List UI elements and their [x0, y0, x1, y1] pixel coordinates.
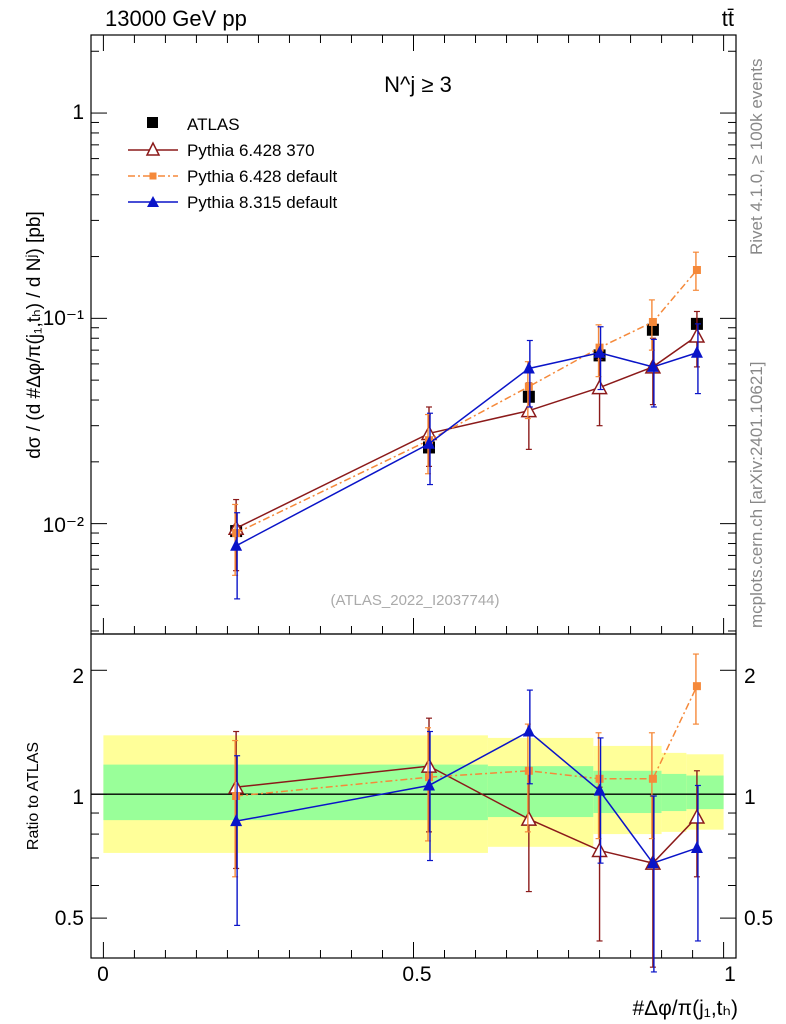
legend-label-py6-default: Pythia 6.428 default: [187, 167, 338, 186]
ratio-pythia-6-428-370-line: [236, 765, 698, 864]
xtick-label-0: 0: [97, 963, 109, 986]
main-ytick-label-1: 1: [72, 101, 84, 124]
ratio-ytick-label-1-left: 1: [72, 786, 84, 809]
main-pythia-8-315-default-point-4: [646, 359, 659, 372]
ratio-pythia-8-315-default-point-2: [522, 724, 535, 737]
header-energy-label: 13000 GeV pp: [105, 6, 247, 31]
ratio-uncertainty-bands: [103, 735, 724, 853]
ratio-ytick-label-0.5-left: 0.5: [55, 907, 84, 930]
ratio-ytick-label-0.5-right: 0.5: [744, 907, 773, 930]
ratio-band-inner-4: [686, 775, 724, 810]
main-pythia-6-428-default-point-0: [232, 529, 241, 538]
xtick-label-1: 1: [724, 963, 736, 986]
ratio-pythia-6-428-default-line: [236, 685, 698, 797]
main-pythia-8-315-default-point-1: [423, 436, 436, 449]
ratio-band-inner-3: [661, 773, 687, 812]
ratio-y-axis-title: Ratio to ATLAS: [25, 742, 42, 850]
ratio-pythia-8-315-default-point-3: [593, 783, 606, 796]
main-atlas-point-4: [646, 323, 659, 336]
main-ytick-label-0.1: 10⁻¹: [43, 307, 84, 330]
mcplots-reference-label: mcplots.cern.ch [arXiv:2401.10621]: [747, 362, 766, 628]
x-axis-title: #Δφ/π(j₁,tₕ): [632, 997, 738, 1020]
rivet-version-label: Rivet 4.1.0, ≥ 100k events: [747, 59, 766, 255]
main-pythia-8-315-default-point-2: [522, 361, 535, 374]
plot-title: N^j ≥ 3: [384, 72, 452, 97]
legend: ATLAS Pythia 6.428 370 Pythia 6.428 defa…: [128, 115, 338, 212]
ratio-ytick-label-2-left: 2: [72, 665, 84, 688]
main-pythia-6-428-370-point-3: [591, 378, 608, 395]
ratio-pythia-8-315-default-point-4: [646, 856, 659, 869]
legend-marker-py8-default: [147, 196, 159, 207]
ratio-pythia-8-315-default-point-1: [423, 778, 436, 791]
ratio-pythia-8-315-default-line: [235, 730, 698, 865]
ratio-pythia-6-428-370-point-5: [688, 808, 706, 824]
main-pythia-8-315-default-point-5: [690, 345, 703, 358]
main-pythia-6-428-default-point-4: [648, 317, 657, 326]
legend-label-py6-370: Pythia 6.428 370: [187, 141, 315, 160]
xtick-label-0.5: 0.5: [402, 963, 431, 986]
legend-label-py8-default: Pythia 8.315 default: [187, 193, 338, 212]
ratio-pythia-6-428-370-point-1: [420, 757, 438, 773]
header-process-label: tt̄: [722, 6, 734, 31]
analysis-watermark: (ATLAS_2022_I2037744): [330, 592, 499, 609]
legend-marker-atlas: [147, 117, 158, 128]
ratio-pythia-6-428-default-point-4: [648, 774, 657, 783]
legend-marker-py6-default: [149, 172, 157, 180]
legend-marker-py6-370: [145, 141, 161, 156]
main-pythia-8-315-default-point-0: [230, 538, 243, 551]
main-pythia-8-315-default-point-3: [593, 345, 606, 358]
ratio-pythia-6-428-default-point-2: [524, 766, 533, 775]
ratio-pythia-8-315-default-point-0: [230, 814, 243, 827]
ratio-pythia-6-428-default-point-5: [692, 682, 701, 691]
ratio-pythia-6-428-default-point-0: [232, 791, 241, 800]
main-pythia-6-428-default-point-5: [692, 265, 701, 274]
ratio-pythia-6-428-370-point-3: [591, 841, 608, 858]
legend-label-atlas: ATLAS: [187, 115, 240, 134]
main-pythia-6-428-default-point-2: [524, 382, 533, 391]
main-pythia-8-315-default-line: [235, 351, 698, 547]
ratio-pythia-6-428-default-point-3: [595, 774, 604, 783]
tick-labels: 1 10⁻¹ 10⁻² 2 1 0.5 2 1 0.5 0 0.5 1: [43, 101, 774, 986]
ratio-pythia-8-315-default-point-5: [690, 841, 703, 854]
axis-ticks: [91, 35, 736, 958]
main-pythia-6-428-370-point-5: [688, 327, 706, 343]
ratio-pythia-6-428-370-point-2: [520, 810, 538, 826]
main-pythia-6-428-370-point-2: [520, 402, 538, 418]
main-pythia-6-428-370-line: [235, 335, 698, 529]
main-ytick-label-0.01: 10⁻²: [43, 514, 84, 537]
ratio-band-inner-1: [487, 766, 594, 818]
ratio-ytick-label-1-right: 1: [744, 786, 756, 809]
main-y-axis-title: dσ / (d #Δφ/π(j₁,tₕ) / d Nʲ) [pb]: [24, 211, 45, 459]
ratio-ytick-label-2-right: 2: [744, 665, 756, 688]
data-series: [227, 251, 706, 973]
ratio-pythia-6-428-default-point-1: [425, 773, 434, 782]
